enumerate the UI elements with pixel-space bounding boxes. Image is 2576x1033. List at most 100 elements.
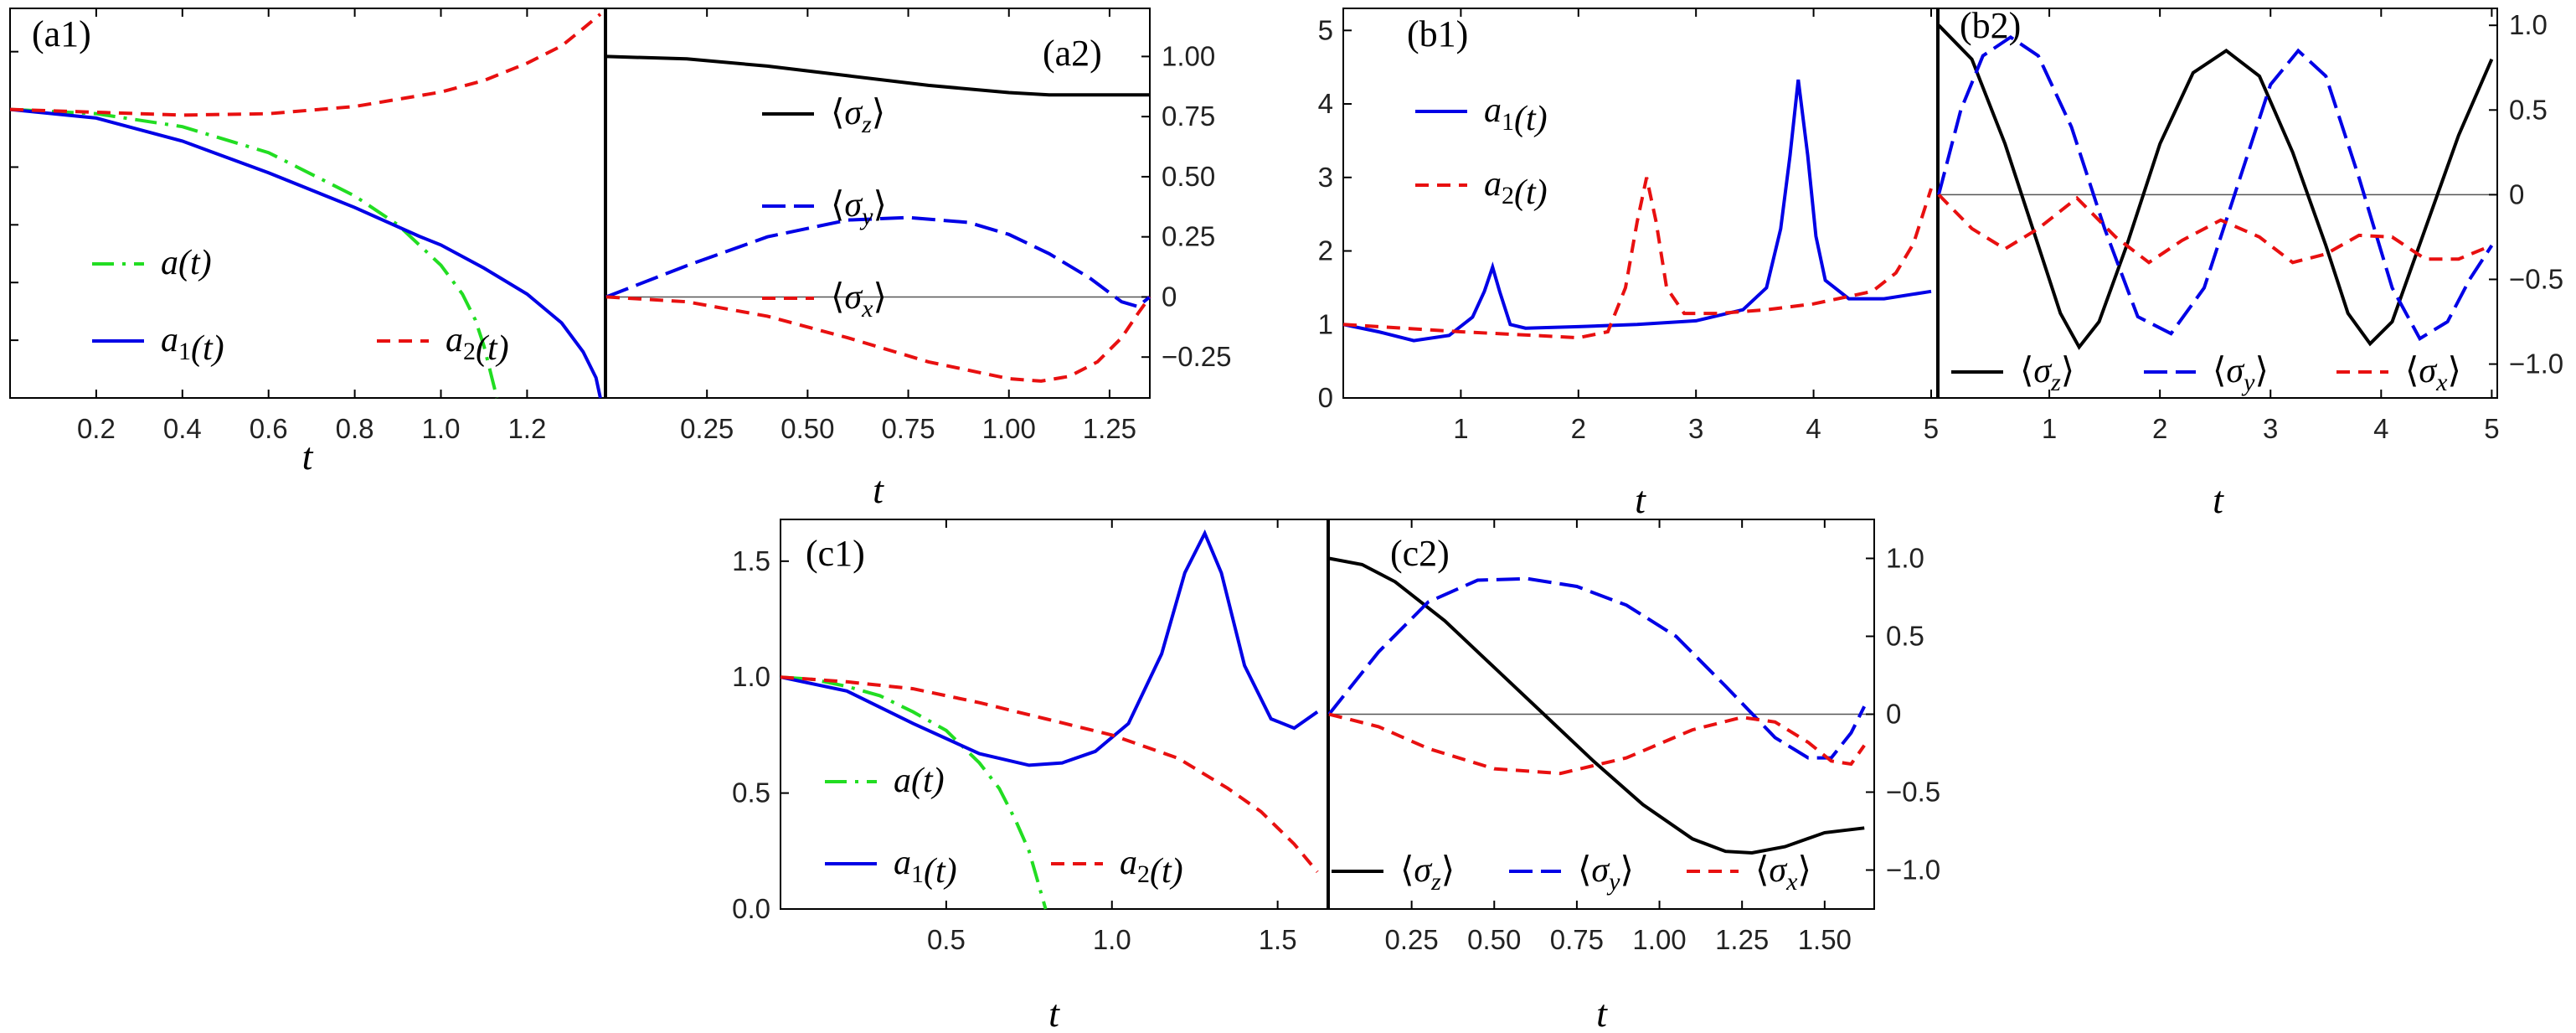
series-line-c1-1: [780, 529, 1319, 767]
x-tick-label: 0.6: [250, 413, 288, 444]
y-tick-label: 5: [1318, 14, 1333, 45]
panel-b1: 1 2 3 4 5 0 1 2 3 4 5 (b1) t a1(t) a2(t): [1318, 8, 1939, 521]
panel-a1: 0.20.40.60.81.01.20.00.20.40.60.81.01.2(…: [9, 8, 605, 478]
x-tick-label: 1.25: [1715, 924, 1769, 955]
x-tick-label: 1.50: [1798, 924, 1852, 955]
legend-label: a1(t): [894, 844, 957, 891]
y-tick-label: 0.5: [2509, 94, 2548, 125]
legend-label: ⟨σy⟩: [1578, 851, 1634, 896]
panel-c2: 0.25 0.50 0.75 1.00 1.25 1.50 −1.0 −0.5 0 0.5 1.0 (…: [1327, 519, 1940, 1033]
series-line-c2-1: [1327, 576, 1866, 760]
y-tick-label: 0: [1886, 699, 1901, 730]
x-tick-label: 2: [2152, 413, 2167, 444]
x-tick-label: 2: [1571, 413, 1586, 444]
x-axis-label: t: [302, 435, 314, 478]
x-tick-label: 1.00: [1632, 924, 1686, 955]
x-tick-label: 3: [2263, 413, 2278, 444]
x-tick-label: 3: [1688, 413, 1703, 444]
legend-label: a1(t): [161, 321, 224, 368]
legend-label: ⟨σy⟩: [2213, 352, 2269, 396]
legend-label: a2(t): [1120, 844, 1183, 891]
y-tick-label: 0: [2509, 178, 2524, 209]
legend-label: a1(t): [1484, 91, 1548, 138]
series-line-a2-1: [605, 215, 1151, 309]
x-tick-label: 1.25: [1083, 413, 1136, 444]
series-line-a1-0: [9, 107, 499, 399]
y-tick-label: 4: [1318, 88, 1333, 119]
y-tick-label: −1.0: [1886, 855, 1940, 886]
y-tick-label: 0.25: [1162, 221, 1215, 252]
x-tick-label: 5: [2484, 413, 2499, 444]
x-tick-label: 1.0: [422, 413, 461, 444]
x-tick-label: 0.4: [163, 413, 202, 444]
y-tick-label: 0.75: [1162, 101, 1215, 132]
legend-label: ⟨σy⟩: [831, 186, 887, 230]
series-line-b2-1: [1937, 34, 2494, 342]
legend-label: ⟨σz⟩: [2020, 352, 2074, 396]
series-line-c1-2: [780, 675, 1319, 873]
y-tick-label: −0.5: [2509, 263, 2563, 294]
series-line-a2-0: [605, 54, 1150, 97]
series-line-a1-2: [9, 13, 602, 117]
y-tick-label: 1.00: [1162, 40, 1215, 71]
x-tick-label: 1.5: [1259, 924, 1297, 955]
series-line-a1-1: [9, 107, 602, 399]
y-tick-label: 1.5: [732, 545, 770, 576]
x-tick-label: 0.25: [1385, 924, 1439, 955]
x-tick-label: 0.8: [336, 413, 374, 444]
panel-label: (c1): [806, 533, 865, 574]
legend-label: a(t): [894, 762, 945, 800]
y-tick-label: 0: [1162, 281, 1177, 312]
x-tick-label: 1.00: [982, 413, 1036, 444]
legend-label: a2(t): [1484, 165, 1548, 212]
legend-label: ⟨σx⟩: [831, 278, 887, 323]
legend-label: a2(t): [446, 321, 509, 368]
x-axis-label: t: [1635, 478, 1646, 521]
y-tick-label: −0.25: [1162, 341, 1232, 372]
legend-label: ⟨σx⟩: [1755, 851, 1811, 896]
panel-label: (c2): [1390, 533, 1450, 574]
x-tick-label: 1.0: [1093, 924, 1131, 955]
y-tick-label: 1.0: [2509, 9, 2548, 40]
legend-label: ⟨σz⟩: [831, 94, 885, 138]
y-tick-label: 0.5: [732, 777, 770, 808]
x-tick-label: 1.2: [507, 413, 546, 444]
x-tick-label: 0.50: [1467, 924, 1521, 955]
series-line-b2-0: [1937, 23, 2494, 350]
x-tick-label: 0.2: [77, 413, 116, 444]
y-tick-label: 1: [1318, 308, 1333, 339]
x-tick-label: 0.75: [1550, 924, 1604, 955]
y-tick-label: −1.0: [2509, 349, 2563, 380]
plot-frame: [9, 8, 605, 399]
x-tick-label: 4: [1806, 413, 1821, 444]
legend-label: a(t): [161, 244, 212, 282]
x-tick-label: 0.50: [781, 413, 834, 444]
x-axis-label: t: [1596, 992, 1608, 1033]
x-axis-label: t: [873, 468, 884, 511]
series-line-c2-2: [1328, 712, 1866, 776]
y-tick-label: −0.5: [1886, 777, 1940, 808]
plot-frame: [1938, 8, 2498, 399]
y-tick-label: 1.0: [1886, 543, 1924, 574]
plot-frame: [605, 8, 1151, 399]
legend-label: ⟨σx⟩: [2405, 352, 2461, 396]
panel-label: (a2): [1043, 33, 1102, 74]
panel-label: (a1): [32, 13, 91, 54]
panel-label: (b2): [1960, 5, 2021, 46]
x-tick-label: 4: [2373, 413, 2388, 444]
panel-label: (b1): [1407, 13, 1468, 54]
y-tick-label: 0: [1318, 382, 1333, 413]
plot-frame: [1342, 8, 1938, 399]
series-line-c2-0: [1328, 556, 1865, 855]
x-tick-label: 0.5: [927, 924, 966, 955]
x-axis-label: t: [2213, 478, 2224, 521]
x-axis-label: t: [1048, 992, 1060, 1033]
y-tick-label: 2: [1318, 235, 1333, 266]
series-line-b2-2: [1937, 193, 2493, 265]
series-line-b1-0: [1342, 79, 1932, 343]
series-line-b1-1: [1342, 177, 1933, 340]
plot-frame: [780, 519, 1328, 910]
panel-b2: 1 2 3 4 5 −1.0 −0.5 0 0.5 1.0 (b2) t ⟨σz⟩ ⟨σy⟩ ⟨σx⟩: [1937, 5, 2563, 521]
panel-a2: 0.25 0.50 0.75 1.00 1.25 −0.25 0 0.25 0.50 0.75 1.…: [605, 8, 1232, 511]
